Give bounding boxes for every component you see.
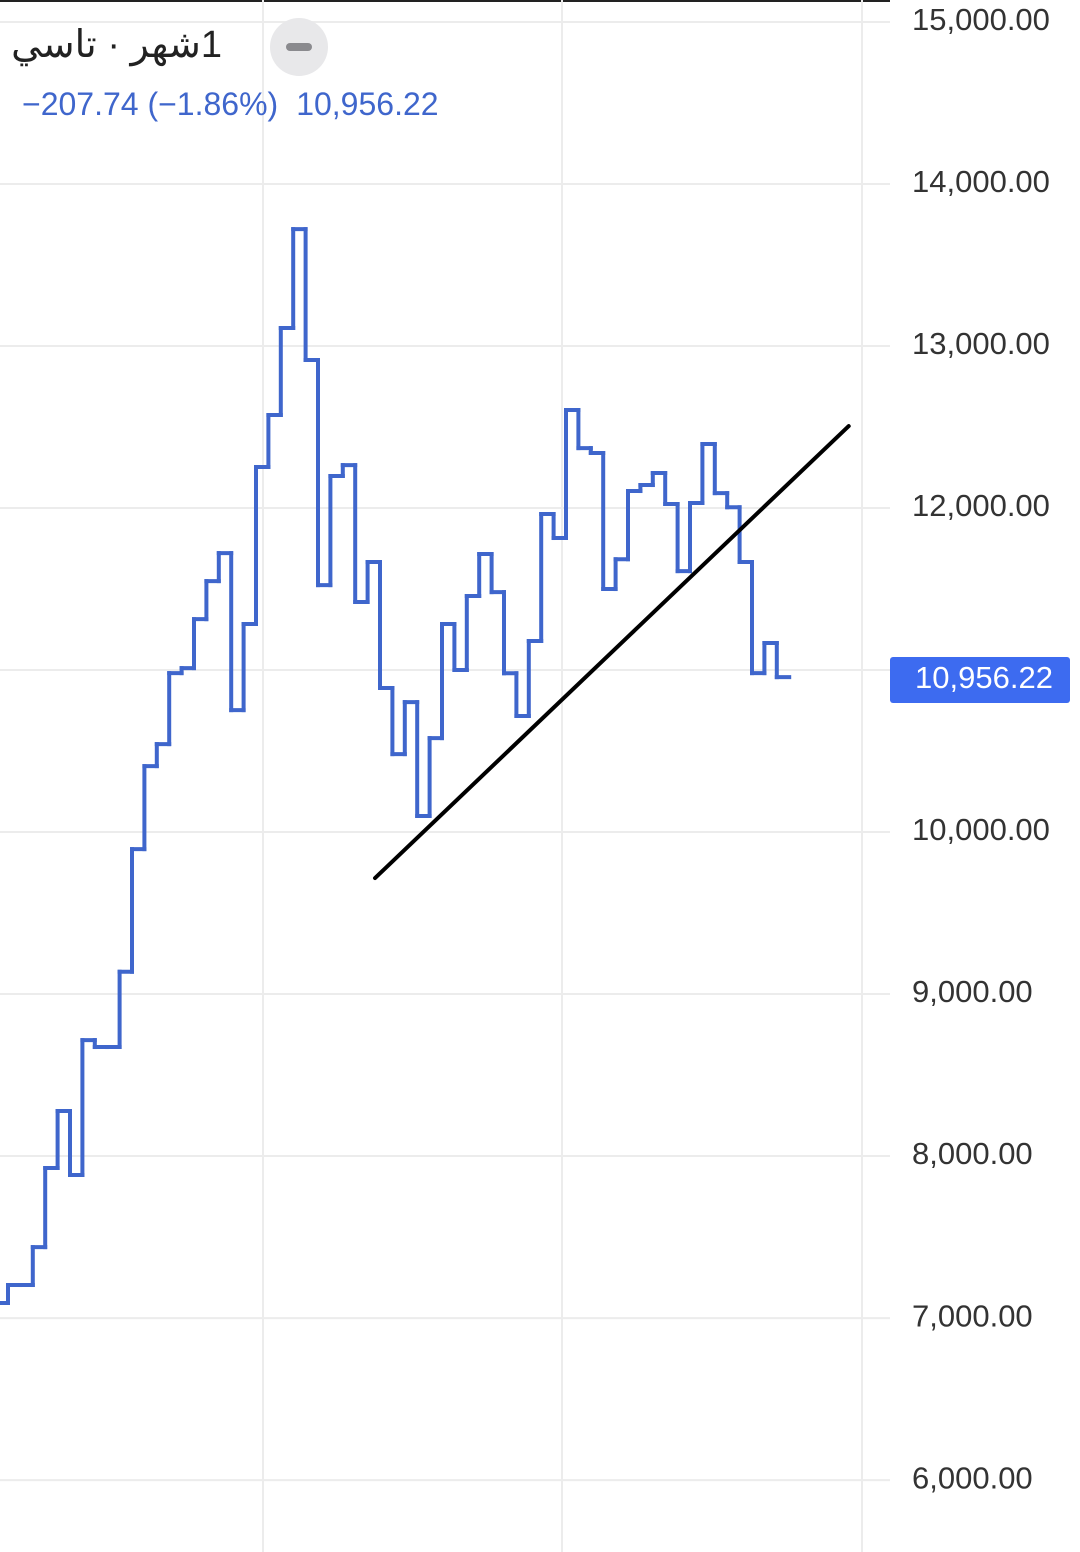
y-tick-label: 9,000.00 (912, 974, 1033, 1009)
y-tick-label: 7,000.00 (912, 1298, 1033, 1333)
y-tick-label: 6,000.00 (912, 1460, 1033, 1495)
minus-icon (286, 43, 312, 51)
y-tick-label: 10,000.00 (912, 812, 1050, 847)
y-tick-label: 13,000.00 (912, 326, 1050, 361)
trend-line (373, 424, 851, 881)
change: −207.74 (−1.86%) (22, 86, 279, 122)
y-tick-label: 8,000.00 (912, 1136, 1033, 1171)
y-tick-label: 14,000.00 (912, 164, 1050, 199)
price-tag-label: 10,956.22 (915, 660, 1053, 695)
y-tick-label: 15,000.00 (912, 2, 1050, 37)
price-tag (890, 657, 1070, 703)
last-value: 10,956.22 (296, 86, 439, 122)
y-tick-label: 12,000.00 (912, 488, 1050, 523)
change-line: −207.74 (−1.86%) 10,956.22 (22, 86, 457, 123)
symbol-title: 1شهر · تاسي (11, 24, 222, 66)
